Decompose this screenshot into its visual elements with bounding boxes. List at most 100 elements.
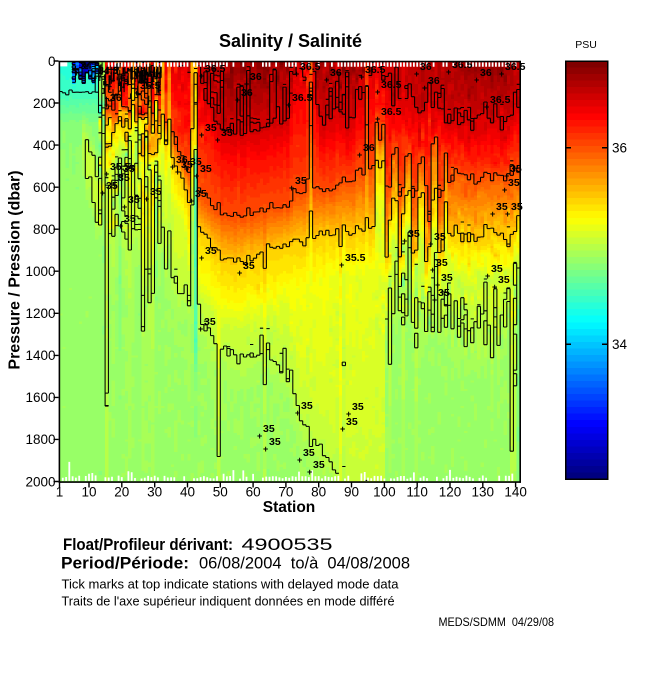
- svg-text:36.5: 36.5: [365, 64, 386, 76]
- svg-text:36: 36: [241, 87, 253, 99]
- svg-text:Tick marks at top indicate sta: Tick marks at top indicate stations with…: [62, 577, 400, 592]
- svg-text:1400: 1400: [25, 348, 55, 363]
- svg-text:35: 35: [441, 272, 453, 284]
- svg-text:36: 36: [330, 67, 342, 79]
- svg-text:35: 35: [510, 163, 522, 175]
- svg-text:Period/Période:06/08/2004 to/: Period/Période: 06/08/2004 to/à 04/08/200…: [61, 555, 410, 573]
- svg-text:+: +: [414, 69, 419, 79]
- svg-text:35: 35: [118, 172, 130, 184]
- svg-text:35: 35: [150, 186, 162, 198]
- svg-text:+: +: [422, 83, 427, 93]
- svg-text:0: 0: [48, 54, 56, 69]
- svg-text:1: 1: [56, 485, 64, 500]
- svg-text:36: 36: [250, 71, 262, 83]
- svg-text:36.5: 36.5: [205, 63, 226, 75]
- svg-text:36: 36: [420, 61, 432, 73]
- svg-text:130: 130: [472, 485, 495, 500]
- svg-text:35: 35: [438, 287, 450, 299]
- svg-text:MEDS/SDMM 04/29/08: MEDS/SDMM 04/29/08: [439, 615, 555, 629]
- svg-text:Station: Station: [263, 499, 316, 516]
- svg-text:80: 80: [311, 485, 326, 500]
- svg-text:36.5: 36.5: [490, 94, 511, 106]
- svg-text:36.5: 36.5: [505, 61, 526, 73]
- svg-text:35: 35: [491, 263, 503, 275]
- svg-text:+: +: [199, 71, 204, 81]
- svg-text:+: +: [432, 295, 437, 305]
- svg-text:90: 90: [344, 485, 359, 500]
- svg-text:+: +: [485, 271, 490, 281]
- svg-text:36.5: 36.5: [381, 106, 402, 118]
- svg-text:35: 35: [496, 201, 508, 213]
- svg-text:+: +: [104, 169, 109, 179]
- svg-text:+: +: [295, 408, 300, 418]
- svg-text:35: 35: [295, 175, 307, 187]
- svg-text:10: 10: [81, 485, 96, 500]
- svg-text:36.5: 36.5: [292, 92, 313, 104]
- svg-text:36.5: 36.5: [381, 79, 402, 91]
- svg-text:+: +: [134, 88, 139, 98]
- svg-text:+: +: [297, 455, 302, 465]
- svg-text:Float/Profileur dérivant:49005: Float/Profileur dérivant: 4900535: [63, 536, 333, 554]
- svg-text:35: 35: [195, 188, 207, 200]
- svg-text:35.5: 35.5: [345, 252, 366, 264]
- svg-text:+: +: [92, 73, 97, 83]
- svg-text:35: 35: [436, 257, 448, 269]
- svg-text:35: 35: [124, 213, 136, 225]
- svg-text:600: 600: [33, 180, 56, 195]
- svg-text:35.5: 35.5: [140, 80, 161, 92]
- svg-text:70: 70: [278, 485, 293, 500]
- svg-text:+: +: [289, 183, 294, 193]
- svg-text:+: +: [340, 424, 345, 434]
- svg-text:+: +: [117, 171, 122, 181]
- svg-text:35: 35: [508, 177, 520, 189]
- svg-text:2000: 2000: [25, 474, 55, 489]
- svg-text:+: +: [189, 196, 194, 206]
- svg-text:35: 35: [181, 159, 193, 171]
- svg-text:35: 35: [346, 416, 358, 428]
- svg-text:Pressure / Pression (dbar): Pressure / Pression (dbar): [7, 170, 24, 369]
- svg-text:+: +: [175, 167, 180, 177]
- svg-text:Salinity / Salinité: Salinity / Salinité: [219, 31, 362, 51]
- svg-text:+: +: [257, 431, 262, 441]
- svg-text:+: +: [198, 324, 203, 334]
- svg-text:35: 35: [205, 122, 217, 134]
- svg-text:35: 35: [106, 180, 118, 192]
- svg-text:+: +: [122, 202, 127, 212]
- svg-text:30: 30: [147, 485, 162, 500]
- svg-text:+: +: [235, 95, 240, 105]
- svg-text:60: 60: [246, 485, 261, 500]
- svg-text:35: 35: [190, 156, 202, 168]
- svg-text:+: +: [502, 185, 507, 195]
- svg-text:+: +: [499, 69, 504, 79]
- svg-text:35: 35: [434, 231, 446, 243]
- svg-text:+: +: [194, 171, 199, 181]
- svg-text:+: +: [237, 268, 242, 278]
- svg-text:35: 35: [269, 436, 281, 448]
- svg-text:+: +: [170, 162, 175, 172]
- svg-text:+: +: [215, 135, 220, 145]
- svg-text:35: 35: [313, 459, 325, 471]
- svg-text:34: 34: [612, 337, 628, 352]
- svg-text:50: 50: [213, 485, 228, 500]
- svg-text:34: 34: [80, 60, 92, 72]
- svg-text:+: +: [505, 209, 510, 219]
- svg-text:1000: 1000: [25, 264, 55, 279]
- svg-text:+: +: [244, 79, 249, 89]
- svg-text:35: 35: [128, 194, 140, 206]
- svg-text:+: +: [286, 100, 291, 110]
- svg-text:35: 35: [221, 127, 233, 139]
- svg-text:+: +: [375, 87, 380, 97]
- svg-text:+: +: [263, 444, 268, 454]
- svg-text:110: 110: [406, 485, 428, 500]
- svg-text:+: +: [112, 180, 117, 190]
- svg-text:35: 35: [263, 423, 275, 435]
- svg-text:35: 35: [408, 228, 420, 240]
- svg-text:+: +: [375, 114, 380, 124]
- svg-text:+: +: [402, 236, 407, 246]
- svg-text:+: +: [359, 72, 364, 82]
- svg-text:35: 35: [204, 316, 216, 328]
- svg-text:+: +: [504, 171, 509, 181]
- svg-text:400: 400: [33, 138, 56, 153]
- svg-text:100: 100: [373, 485, 396, 500]
- svg-text:36: 36: [428, 75, 440, 87]
